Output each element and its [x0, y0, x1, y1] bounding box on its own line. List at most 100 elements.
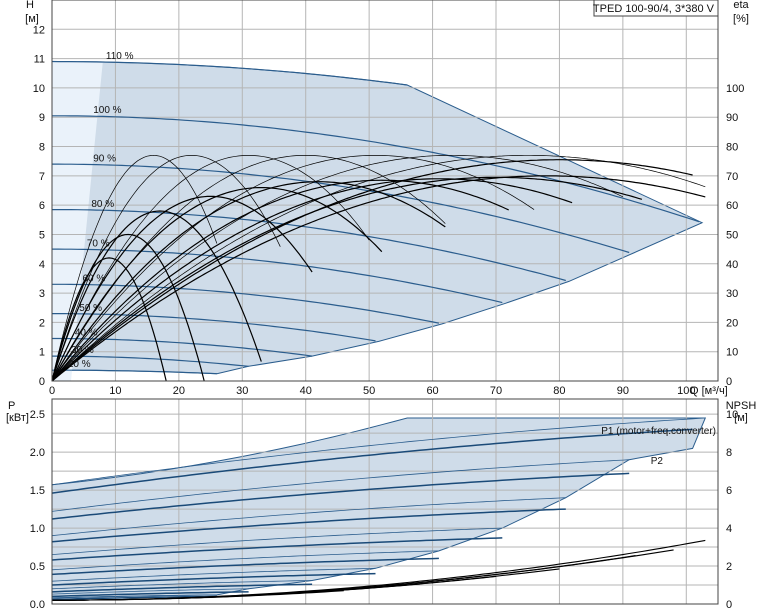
eta-y-tick-label: 80 — [726, 142, 738, 154]
p1-curve — [51, 567, 376, 582]
speed-curve-100 — [52, 115, 700, 223]
head-y-tick-label: 0 — [39, 376, 45, 388]
efficiency-curve — [51, 210, 262, 382]
head-y-tick-label: 12 — [33, 24, 45, 36]
efficiency-curve — [51, 257, 167, 382]
x-tick-label: 30 — [236, 385, 248, 397]
efficiency-curve — [51, 195, 313, 382]
chart-title-box: TPED 100-90/4, 3*380 V — [593, 0, 719, 17]
npsh-y-tick-label: 10 — [726, 409, 738, 421]
npsh-y-tick-label: 6 — [726, 485, 732, 497]
efficiency-curve — [51, 175, 706, 382]
npsh-axis-label: NPSH — [726, 400, 757, 412]
efficiency-curve — [51, 176, 643, 382]
eta-y-tick-label: 0 — [726, 376, 732, 388]
x-tick-label: 100 — [677, 385, 695, 397]
speed-curve-90 — [52, 163, 630, 254]
efficiency-curve — [51, 181, 446, 382]
power-panel: 0.0 0.5 1.0 1.5 2.0 2.5 0 2 4 6 8 10 P[кВт] NPSH[м] P… — [6, 398, 757, 611]
legend-p2: P2 — [651, 456, 664, 467]
p2-curve — [51, 508, 566, 543]
head-y-tick-label: 9 — [39, 112, 45, 124]
power-axis-unit: [кВт] — [6, 412, 29, 424]
head-y-tick-label: 7 — [39, 171, 45, 183]
speed-label-70: 70 % — [87, 238, 110, 249]
p2-curve — [51, 472, 630, 520]
power-y-tick-label: 1.0 — [30, 523, 45, 535]
p1-curve — [51, 580, 313, 590]
eta-y-tick-label: 70 — [726, 171, 738, 183]
eta-y-tick-label: 20 — [726, 317, 738, 329]
p2-curve — [51, 537, 503, 561]
npsh-y-tick-label: 4 — [726, 523, 732, 535]
head-axis-unit: [м] — [25, 13, 39, 25]
x-tick-label: 80 — [553, 385, 565, 397]
eta-axis-label: eta — [733, 0, 749, 11]
x-tick-label: 0 — [49, 385, 55, 397]
p1-curve — [51, 459, 630, 512]
operating-envelope — [51, 60, 704, 375]
speed-curve-70 — [52, 248, 503, 304]
eta-y-tick-label: 10 — [726, 347, 738, 359]
efficiency-curve — [51, 179, 509, 382]
speed-curve-60 — [52, 283, 440, 324]
power-y-tick-label: 2.0 — [30, 447, 45, 459]
x-tick-label: 20 — [173, 385, 185, 397]
speed-curve-50 — [52, 313, 376, 342]
speed-curve-30 — [52, 355, 249, 367]
x-tick-label: 10 — [109, 385, 121, 397]
power-y-tick-label: 0.0 — [30, 599, 45, 611]
eta-y-tick-label: 90 — [726, 112, 738, 124]
npsh-y-tick-label: 8 — [726, 447, 732, 459]
head-y-tick-label: 1 — [39, 347, 45, 359]
speed-curve-110 — [51, 60, 408, 86]
efficiency-curve — [51, 154, 218, 382]
head-axis-label: H — [26, 0, 34, 11]
speed-label-100: 100 % — [93, 105, 121, 116]
head-y-tick-label: 2 — [39, 317, 45, 329]
flow-axis-label: Q [м³/ч] — [690, 385, 728, 397]
x-tick-label: 40 — [300, 385, 312, 397]
head-panel: 110 %100 %90 %80 %70 %60 %50 %40 %30 %20… — [25, 0, 750, 397]
speed-curve-20 — [52, 369, 217, 375]
power-y-tick-label: 0.5 — [30, 561, 45, 573]
speed-label-40: 40 % — [75, 328, 98, 339]
eta-y-tick-label: 60 — [726, 200, 738, 212]
speed-label-20: 20 % — [68, 359, 91, 370]
speed-curve-80 — [52, 209, 566, 282]
efficiency-curve — [51, 233, 205, 382]
legend-p1: P1 (motor+freq.converter) — [601, 426, 716, 437]
npsh-axis-unit: [м] — [734, 412, 748, 424]
efficiency-curve — [51, 154, 281, 382]
x-tick-label: 60 — [426, 385, 438, 397]
speed-label-50: 50 % — [79, 303, 102, 314]
p2-curve — [51, 428, 693, 494]
head-y-tick-label: 10 — [33, 83, 45, 95]
head-y-tick-label: 4 — [39, 259, 45, 271]
speed-label-80: 80 % — [91, 199, 114, 210]
x-tick-label: 70 — [490, 385, 502, 397]
eta-y-tick-label: 100 — [726, 83, 744, 95]
power-axis-label: P — [8, 400, 15, 412]
head-plot-frame — [51, 0, 719, 382]
x-tick-label: 50 — [363, 385, 375, 397]
npsh-y-tick-label: 2 — [726, 561, 732, 573]
power-y-tick-label: 1.5 — [30, 485, 45, 497]
speed-label-30: 30 % — [71, 345, 94, 356]
head-y-tick-label: 8 — [39, 142, 45, 154]
p2-curve — [51, 583, 313, 593]
x-tick-label: 90 — [617, 385, 629, 397]
npsh-curve — [52, 590, 344, 601]
p2-curve — [51, 572, 376, 586]
eta-y-tick-label: 50 — [726, 229, 738, 241]
efficiency-curve — [51, 154, 706, 382]
npsh-y-tick-label: 0 — [726, 599, 732, 611]
speed-label-110: 110 % — [106, 51, 134, 62]
p2-curve — [51, 595, 217, 601]
chart-title: TPED 100-90/4, 3*380 V — [593, 3, 715, 15]
p1-curve — [51, 588, 249, 595]
eta-axis-unit: [%] — [733, 13, 749, 25]
p1-curve — [51, 527, 503, 555]
efficiency-curve — [51, 154, 624, 382]
